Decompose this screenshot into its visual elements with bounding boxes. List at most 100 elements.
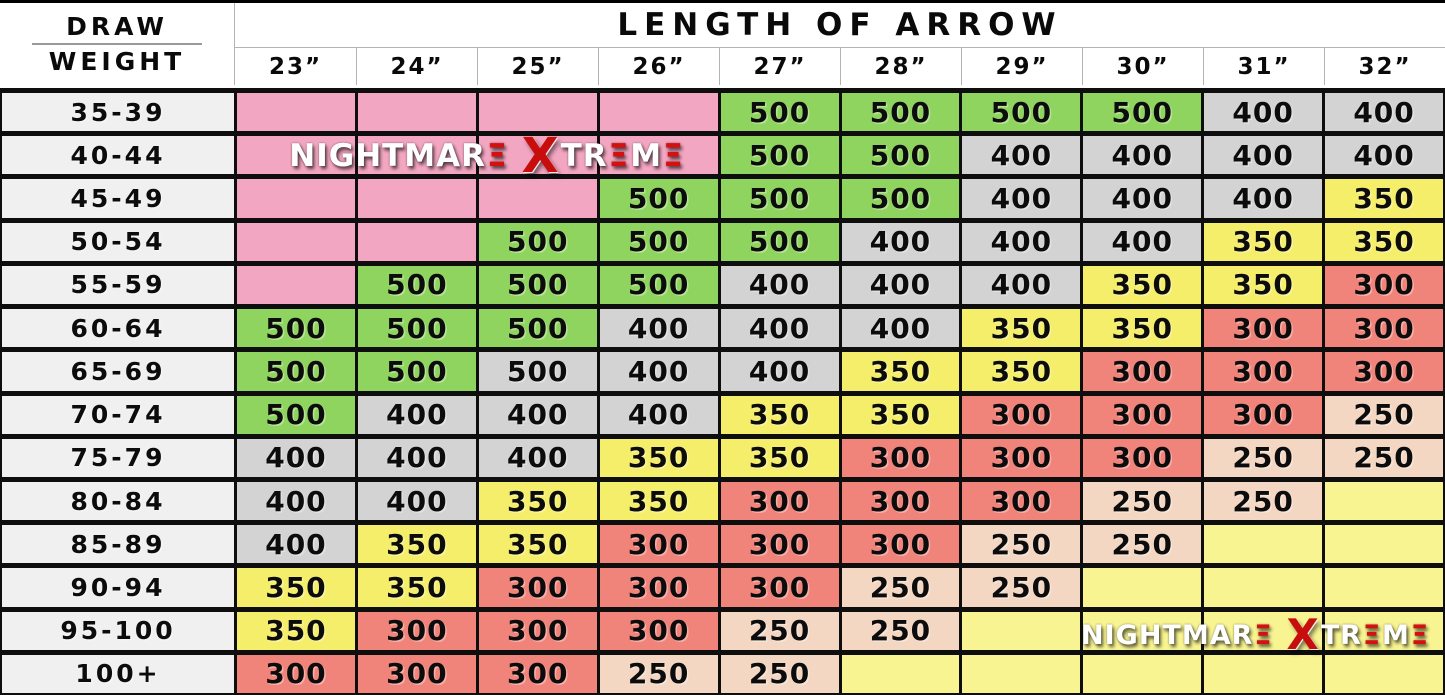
spine-cell: 400 [599, 309, 718, 348]
row-label: 55-59 [2, 265, 234, 305]
empty-cell [1083, 611, 1202, 650]
column-header: 27” [719, 48, 840, 85]
empty-cell [1325, 654, 1443, 693]
spine-cell: 250 [720, 611, 839, 650]
row-label: 80-84 [2, 481, 234, 521]
empty-cell [599, 93, 718, 132]
spine-cell: 400 [1204, 179, 1323, 218]
spine-cell: 500 [237, 309, 355, 348]
draw-weight-line2: WEIGHT [48, 47, 186, 76]
spine-cell: 350 [357, 568, 476, 607]
empty-cell [1325, 525, 1443, 564]
spine-cell: 250 [1204, 481, 1323, 521]
spine-cell: 400 [720, 309, 839, 348]
spine-cell: 250 [1325, 395, 1443, 434]
spine-cell: 500 [237, 395, 355, 434]
spine-cell: 350 [237, 568, 355, 607]
spine-cell: 350 [720, 395, 839, 434]
row-label: 35-39 [2, 93, 234, 132]
empty-cell [237, 222, 355, 261]
row-label: 95-100 [2, 611, 234, 650]
spine-cell: 500 [478, 265, 597, 305]
spine-cell: 300 [599, 568, 718, 607]
spine-cell: 250 [720, 654, 839, 693]
empty-cell [478, 93, 597, 132]
spine-cell: 250 [1325, 438, 1443, 477]
spine-cell: 300 [599, 525, 718, 564]
column-header: 31” [1203, 48, 1324, 85]
spine-cell: 400 [841, 265, 960, 305]
spine-cell: 300 [478, 611, 597, 650]
spine-cell: 300 [962, 395, 1081, 434]
spine-cell: 400 [478, 438, 597, 477]
spine-cell: 300 [1204, 352, 1323, 391]
spine-cell: 500 [841, 179, 960, 218]
spine-cell: 500 [478, 222, 597, 261]
spine-cell: 350 [1204, 265, 1323, 305]
spine-cell: 400 [1325, 136, 1443, 175]
spine-cell: 250 [841, 568, 960, 607]
empty-cell [478, 136, 597, 175]
column-header: 26” [598, 48, 719, 85]
spine-cell: 500 [237, 352, 355, 391]
spine-cell: 300 [1204, 309, 1323, 348]
spine-cell: 400 [357, 395, 476, 434]
spine-cell: 300 [962, 438, 1081, 477]
spine-cell: 400 [962, 265, 1081, 305]
spine-cell: 350 [1325, 222, 1443, 261]
spine-cell: 300 [841, 481, 960, 521]
spine-cell: 300 [1325, 352, 1443, 391]
spine-cell: 500 [599, 179, 718, 218]
spine-cell: 400 [478, 395, 597, 434]
spine-cell: 300 [478, 568, 597, 607]
column-header: 23” [268, 53, 323, 80]
empty-cell [237, 136, 355, 175]
spine-cell: 250 [1083, 481, 1202, 521]
chart-header: DRAW WEIGHT LENGTH OF ARROW 23” 24” 25” 26”… [0, 3, 1445, 88]
spine-cell: 350 [478, 525, 597, 564]
spine-cell: 400 [599, 395, 718, 434]
spine-cell: 300 [841, 438, 960, 477]
spine-cell: 500 [357, 265, 476, 305]
empty-cell [1204, 611, 1323, 650]
spine-cell: 500 [1083, 93, 1202, 132]
empty-cell [1325, 611, 1443, 650]
spine-cell: 400 [720, 352, 839, 391]
spine-cell: 250 [1083, 525, 1202, 564]
spine-cell: 500 [720, 93, 839, 132]
empty-cell [1204, 654, 1323, 693]
spine-cell: 500 [357, 352, 476, 391]
spine-cell: 400 [962, 222, 1081, 261]
spine-cell: 300 [720, 568, 839, 607]
spine-cell: 500 [720, 222, 839, 261]
spine-cell: 400 [1083, 222, 1202, 261]
spine-cell: 350 [599, 481, 718, 521]
spine-cell: 300 [1083, 438, 1202, 477]
spine-cell: 500 [599, 222, 718, 261]
spine-cell: 400 [599, 352, 718, 391]
spine-cell: 300 [841, 525, 960, 564]
spine-cell: 300 [1325, 309, 1443, 348]
row-label: 75-79 [2, 438, 234, 477]
empty-cell [357, 179, 476, 218]
spine-cell: 300 [237, 654, 355, 693]
row-label: 100+ [2, 654, 234, 693]
empty-cell [962, 611, 1081, 650]
spine-cell: 400 [237, 438, 355, 477]
spine-cell: 400 [357, 481, 476, 521]
spine-cell: 350 [1083, 265, 1202, 305]
spine-cell: 350 [357, 525, 476, 564]
spine-cell: 350 [1204, 222, 1323, 261]
empty-cell [599, 136, 718, 175]
column-header: 24” [356, 48, 477, 85]
spine-cell: 350 [962, 352, 1081, 391]
row-label: 60-64 [2, 309, 234, 348]
spine-cell: 350 [841, 395, 960, 434]
spine-cell: 500 [720, 179, 839, 218]
spine-cell: 500 [841, 136, 960, 175]
spine-cell: 500 [599, 265, 718, 305]
spine-cell: 350 [841, 352, 960, 391]
spine-cell: 300 [478, 654, 597, 693]
empty-cell [357, 93, 476, 132]
